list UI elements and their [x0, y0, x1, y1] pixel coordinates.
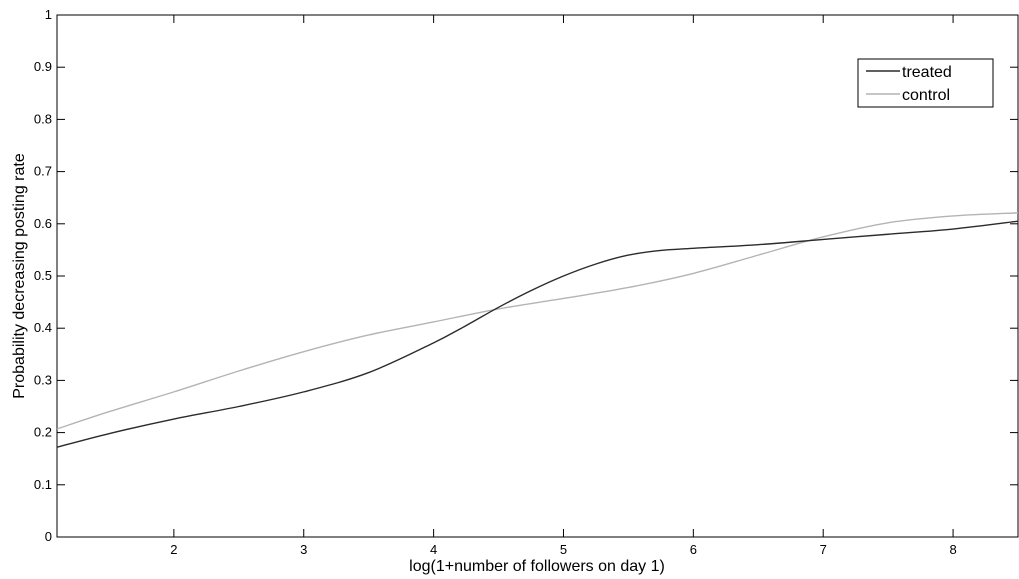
legend-label-treated: treated — [902, 64, 952, 81]
series-line-control — [56, 212, 1019, 430]
x-tick-label: 6 — [690, 542, 697, 557]
x-tick-label: 7 — [820, 542, 827, 557]
y-axis-label: Probability decreasing posting rate — [11, 153, 28, 399]
axis-ticks: 2 3 4 5 6 7 8 0 0.1 0.2 0.3 0.4 0.5 0.6 0.7 0.8 0.9 1 — [34, 7, 1018, 557]
y-tick-label: 0.4 — [34, 320, 52, 335]
legend-label-control: control — [902, 87, 950, 104]
y-tick-label: 0.6 — [34, 216, 52, 231]
legend-box — [857, 58, 994, 108]
x-tick-label: 3 — [300, 542, 307, 557]
y-tick-label: 0.9 — [34, 59, 52, 74]
x-tick-label: 8 — [949, 542, 956, 557]
y-tick-label: 0.8 — [34, 111, 52, 126]
y-tick-label: 0.3 — [34, 372, 52, 387]
x-tick-label: 2 — [170, 542, 177, 557]
x-tick-label: 5 — [560, 542, 567, 557]
legend: treated control — [857, 58, 994, 108]
x-tick-label: 4 — [430, 542, 437, 557]
y-tick-label: 0 — [45, 529, 52, 544]
x-axis-label: log(1+number of followers on day 1) — [409, 558, 665, 575]
y-tick-label: 1 — [45, 7, 52, 22]
series-line-treated — [56, 220, 1019, 448]
y-tick-label: 0.1 — [34, 477, 52, 492]
y-tick-label: 0.7 — [34, 164, 52, 179]
series-lines — [56, 212, 1019, 448]
y-tick-label: 0.2 — [34, 425, 52, 440]
y-tick-label: 0.5 — [34, 268, 52, 283]
